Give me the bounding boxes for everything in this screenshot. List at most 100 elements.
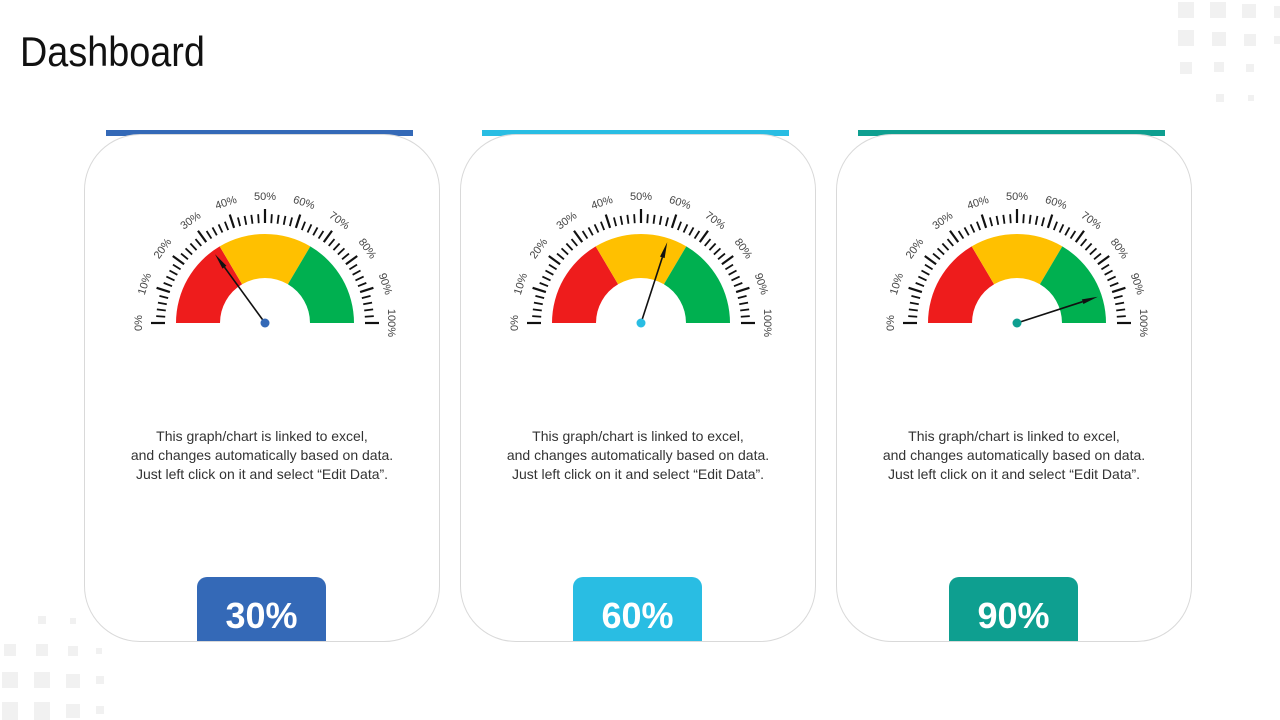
gauge-tick <box>317 230 325 240</box>
gauge-tick <box>169 269 178 276</box>
gauge-tick <box>1089 247 1098 256</box>
gauge-tick <box>565 242 574 251</box>
gauge-needle-shaft <box>223 266 266 324</box>
card-accent-bar <box>106 130 413 136</box>
gauge-tick <box>1009 214 1012 224</box>
gauge-tick-label: 80% <box>732 236 755 261</box>
gauge-tick <box>364 308 374 312</box>
description-line: and changes automatically based on data. <box>130 447 394 463</box>
gauge-band-green <box>1039 246 1106 323</box>
gauge-tick <box>364 315 374 318</box>
gauge-tick <box>1058 223 1065 233</box>
description-line: and changes automatically based on data. <box>506 447 770 463</box>
gauge-band-yellow <box>595 234 687 285</box>
gauge-tick-label: 50% <box>254 191 276 203</box>
gauge-card: 0% 10% 20% 30% 40% 50% 60% 70% 80% 90% 100% This g… <box>460 134 816 642</box>
gauge-needle-tip <box>660 242 668 259</box>
gauge-needle-hub <box>636 318 646 328</box>
gauge-tick <box>1109 282 1119 288</box>
gauge-tick <box>237 217 242 227</box>
gauge-tick <box>604 214 612 229</box>
gauge-tick-label: 100% <box>1137 309 1149 337</box>
gauge-tick <box>949 230 960 243</box>
gauge-tick <box>1074 230 1085 243</box>
gauge-tick <box>217 223 224 233</box>
gauge-tick <box>156 308 166 312</box>
gauge-tick <box>1028 214 1032 224</box>
gauge-tick <box>670 214 678 229</box>
gauge-tick <box>180 252 189 260</box>
gauge-tick <box>676 221 682 231</box>
gauge-tick-label: 10% <box>136 272 154 297</box>
gauge-needle-shaft <box>1016 300 1083 324</box>
gauge-tick <box>693 230 701 240</box>
gauge-tick <box>713 247 722 256</box>
gauge-needle-tip <box>215 254 227 269</box>
gauge-tick <box>163 282 173 288</box>
gauge-tick <box>312 227 319 236</box>
gauge-tick <box>194 238 202 247</box>
gauge-tick <box>560 247 569 256</box>
gauge-tick <box>946 238 954 247</box>
gauge-tick <box>250 214 254 224</box>
gauge-tick <box>328 238 336 247</box>
gauge-chart: 0% 10% 20%30% 40% 50% 60% 70%80% 90% 100% <box>885 191 1149 337</box>
gauge-tick <box>739 301 749 306</box>
gauge-tick <box>1069 230 1077 240</box>
gauge-tick <box>548 255 561 266</box>
gauge-tick <box>1115 301 1125 306</box>
gauge-tick <box>969 223 976 233</box>
gauge-tick <box>332 242 341 251</box>
gauge-tick <box>270 214 273 224</box>
gauge-tick <box>600 221 606 231</box>
gauge-tick <box>587 227 594 236</box>
gauge-tick <box>288 217 293 227</box>
gauge-tick <box>337 247 346 256</box>
gauge-tick-label: 70% <box>327 210 352 233</box>
gauge-tick <box>532 286 547 294</box>
gauge-tick <box>533 301 543 306</box>
gauge-tick <box>532 315 542 318</box>
gauge-tick <box>664 217 669 227</box>
gauge-tick <box>345 255 358 266</box>
gauge-tick <box>352 269 361 276</box>
gauge-tick <box>276 214 280 224</box>
gauge-tick <box>924 255 937 266</box>
gauge-tick <box>294 214 302 229</box>
gauge-tick <box>740 308 750 312</box>
gauge-tick <box>989 217 994 227</box>
gauge-tick <box>1040 217 1045 227</box>
gauge-tick <box>581 230 589 240</box>
gauge-tick <box>1111 286 1126 294</box>
gauge-tick-label: 100% <box>761 309 773 337</box>
gauge-tick <box>205 230 213 240</box>
gauge-tick <box>728 269 737 276</box>
page-title: Dashboard <box>20 28 205 75</box>
gauge-tick <box>539 282 549 288</box>
gauge-tick <box>1104 269 1113 276</box>
gauge-tick <box>189 242 198 251</box>
gauge-tick <box>184 247 193 256</box>
gauge-tick <box>917 275 927 282</box>
gauge-tick <box>172 263 182 271</box>
gauge-card: 0% 10% 20% 30% 40% 50% 60% 70% 80% 90% 100% This g… <box>84 134 440 642</box>
gauge-tick-label: 50% <box>630 191 652 203</box>
gauge-tick-label: 0% <box>133 315 145 331</box>
gauge-tick <box>545 269 554 276</box>
gauge-tick-label: 20% <box>152 236 175 261</box>
gauge-tick-label: 0% <box>509 315 521 331</box>
gauge-tick-label: 30% <box>554 210 579 233</box>
gauge-tick <box>721 255 734 266</box>
gauge-tick <box>733 282 743 288</box>
decor-pattern-top-right <box>1170 0 1280 110</box>
gauge-tick-label: 30% <box>178 210 203 233</box>
gauge-tick <box>995 215 1000 225</box>
gauge-tick <box>1052 221 1058 231</box>
value-badge: 60% <box>573 577 702 641</box>
gauge-tick <box>532 308 542 312</box>
gauge-tick <box>908 286 923 294</box>
gauge-tick-label: 20% <box>904 236 927 261</box>
gauge-tick <box>652 214 656 224</box>
gauge-tick <box>924 263 934 271</box>
gauge-tick-label: 40% <box>966 194 991 212</box>
